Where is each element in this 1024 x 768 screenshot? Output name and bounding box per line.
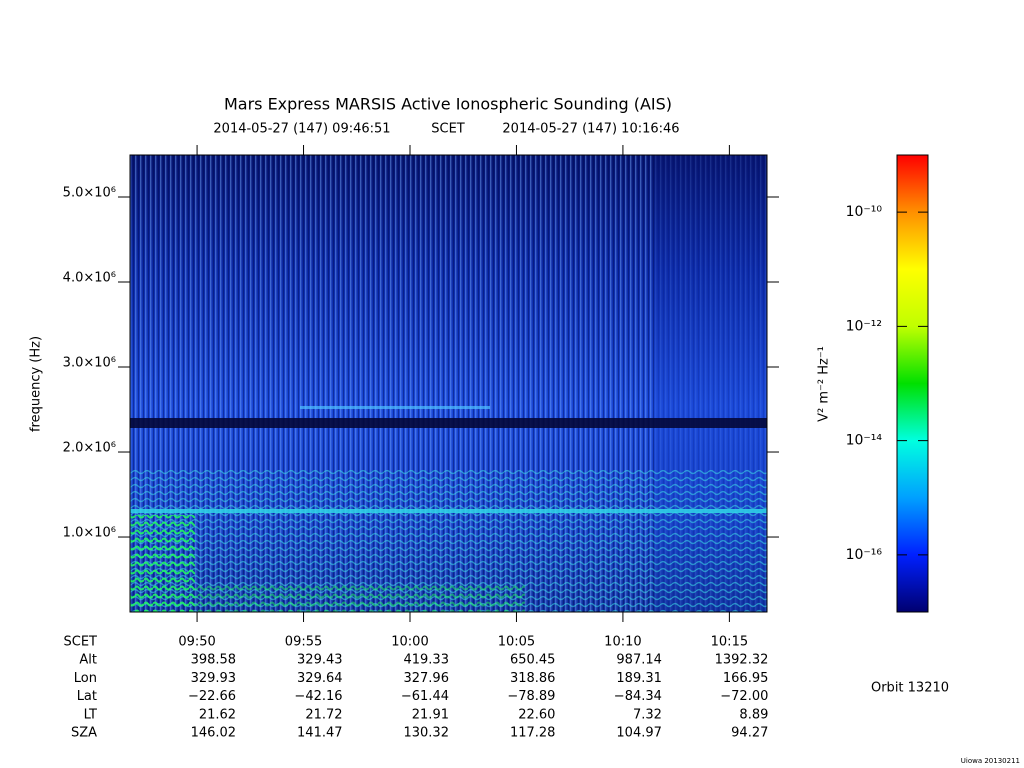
ephemeris-value: 7.32 <box>633 707 662 722</box>
subtitle: 2014-05-27 (147) 10:16:46 <box>502 122 679 137</box>
ephemeris-value: −42.16 <box>294 689 342 704</box>
ephemeris-value: 650.45 <box>510 653 556 668</box>
ephemeris-label: Lat <box>77 689 97 704</box>
ephemeris-value: 21.72 <box>305 707 342 722</box>
x-tick-label: 10:05 <box>498 635 535 650</box>
ephemeris-value: 146.02 <box>191 726 237 741</box>
subtitle: SCET <box>431 122 465 137</box>
ephemeris-value: −84.34 <box>614 689 662 704</box>
x-tick-label: 10:15 <box>711 635 748 650</box>
spectrogram-band <box>300 406 490 409</box>
ephemeris-value: −61.44 <box>401 689 449 704</box>
ephemeris-label: LT <box>84 707 97 722</box>
spectrogram-texture <box>130 515 195 612</box>
colorbar-tick-label: 10⁻¹⁰ <box>846 204 883 220</box>
ephemeris-value: −78.89 <box>507 689 555 704</box>
ephemeris-value: 21.91 <box>412 707 449 722</box>
subtitle: 2014-05-27 (147) 09:46:51 <box>213 122 390 137</box>
ephemeris-value: 117.28 <box>510 726 556 741</box>
ephemeris-value: 94.27 <box>731 726 768 741</box>
footer: Uiowa 20130211 <box>961 757 1020 765</box>
y-tick-label: 1.0×10⁶ <box>63 526 116 541</box>
chart-title: Mars Express MARSIS Active Ionospheric S… <box>224 95 672 114</box>
spectrogram <box>129 154 768 613</box>
ephemeris-value: 166.95 <box>723 671 769 686</box>
ephemeris-value: 22.60 <box>518 707 555 722</box>
y-tick-label: 5.0×10⁶ <box>63 185 116 200</box>
ephemeris-value: 104.97 <box>616 726 662 741</box>
ephemeris-value: 329.43 <box>297 653 343 668</box>
colorbar <box>896 154 929 613</box>
y-tick-label: 3.0×10⁶ <box>63 356 116 371</box>
ephemeris-value: 398.58 <box>191 653 237 668</box>
ephemeris-value: 141.47 <box>297 726 343 741</box>
ephemeris-value: 318.86 <box>510 671 556 686</box>
orbit-label: Orbit 13210 <box>871 681 949 696</box>
colorbar-tick-label: 10⁻¹⁶ <box>846 547 883 563</box>
spectrogram-band <box>130 418 767 428</box>
ephemeris-value: 130.32 <box>403 726 449 741</box>
y-axis-label: frequency (Hz) <box>29 336 44 432</box>
x-tick-label: 09:55 <box>285 635 322 650</box>
colorbar-label: V² m⁻² Hz⁻¹ <box>817 346 832 422</box>
ephemeris-value: 329.93 <box>191 671 237 686</box>
ephemeris-value: 189.31 <box>616 671 662 686</box>
ephemeris-label: Alt <box>79 653 97 668</box>
ephemeris-value: 8.89 <box>739 707 768 722</box>
plot-frame <box>129 154 768 613</box>
ephemeris-value: 329.64 <box>297 671 343 686</box>
spectrogram-texture <box>195 585 525 612</box>
ephemeris-value: 21.62 <box>199 707 236 722</box>
x-tick-label: 10:10 <box>604 635 641 650</box>
ephemeris-label: Lon <box>74 671 97 686</box>
ephemeris-value: 987.14 <box>616 653 662 668</box>
ephemeris-value: 1392.32 <box>715 653 769 668</box>
colorbar-tick-label: 10⁻¹² <box>846 318 882 334</box>
spectrogram-band <box>130 509 767 513</box>
ephemeris-value: −72.00 <box>720 689 768 704</box>
ephemeris-value: 327.96 <box>403 671 449 686</box>
ephemeris-label: SZA <box>71 726 97 741</box>
ephemeris-value: −22.66 <box>188 689 236 704</box>
ephemeris-value: 419.33 <box>403 653 449 668</box>
y-tick-label: 4.0×10⁶ <box>63 271 116 286</box>
y-tick-label: 2.0×10⁶ <box>63 441 116 456</box>
x-tick-label: 10:00 <box>391 635 428 650</box>
colorbar-tick-label: 10⁻¹⁴ <box>846 433 883 449</box>
x-tick-label: 09:50 <box>178 635 215 650</box>
ephemeris-label: SCET <box>64 635 98 650</box>
